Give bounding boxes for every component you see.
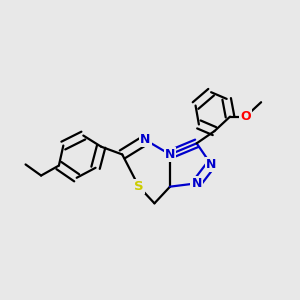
Text: N: N	[191, 177, 202, 190]
Text: O: O	[240, 110, 251, 123]
Text: N: N	[206, 158, 216, 171]
Text: S: S	[134, 180, 144, 193]
Text: N: N	[165, 148, 175, 161]
Text: N: N	[140, 134, 151, 146]
